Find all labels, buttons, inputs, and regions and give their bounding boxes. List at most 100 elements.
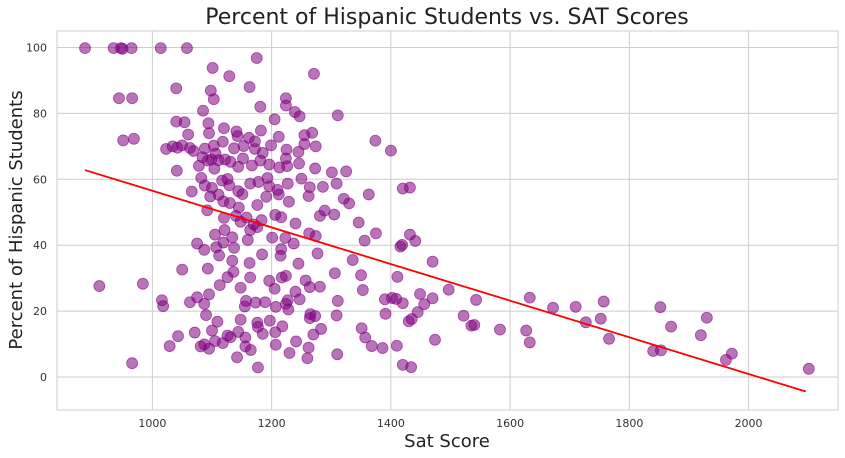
- data-point: [725, 347, 738, 360]
- data-point: [418, 298, 431, 311]
- data-point: [269, 326, 282, 339]
- data-point: [93, 280, 106, 292]
- y-tick-label: 100: [26, 41, 47, 54]
- data-point: [694, 329, 707, 342]
- data-point: [409, 235, 422, 247]
- data-point: [283, 195, 295, 208]
- data-point: [223, 179, 236, 192]
- data-point: [217, 236, 230, 249]
- data-point: [603, 332, 615, 345]
- data-point: [396, 297, 409, 310]
- data-point: [213, 279, 226, 291]
- data-point: [306, 126, 319, 139]
- data-point: [362, 188, 375, 201]
- data-point: [231, 351, 243, 364]
- data-point: [237, 140, 250, 152]
- data-point: [260, 190, 273, 203]
- data-point: [325, 166, 338, 179]
- data-point: [665, 320, 677, 333]
- data-point: [331, 295, 344, 307]
- data-point: [128, 132, 140, 145]
- data-point: [520, 324, 533, 337]
- data-point: [290, 335, 302, 348]
- data-point: [356, 284, 369, 296]
- data-point: [126, 92, 139, 105]
- data-point: [316, 180, 329, 193]
- data-point: [176, 263, 189, 276]
- data-point: [113, 92, 125, 105]
- data-point: [234, 281, 247, 294]
- data-point: [163, 340, 176, 352]
- data-point: [272, 130, 285, 143]
- data-point: [355, 269, 367, 282]
- data-point: [201, 262, 214, 275]
- data-point: [206, 324, 218, 337]
- data-point: [181, 42, 193, 55]
- data-point: [414, 288, 426, 300]
- data-point: [295, 172, 308, 185]
- data-point: [308, 67, 320, 80]
- data-point: [231, 130, 244, 143]
- data-point: [266, 231, 279, 244]
- data-point: [379, 307, 392, 320]
- data-point: [184, 296, 196, 309]
- data-point: [188, 326, 201, 339]
- data-point: [314, 280, 326, 293]
- data-point: [206, 62, 219, 74]
- data-point: [218, 224, 231, 236]
- data-point: [293, 157, 305, 170]
- y-tick-label: 80: [33, 107, 47, 120]
- data-point: [287, 237, 300, 250]
- data-point: [221, 329, 234, 342]
- data-point: [328, 208, 341, 221]
- data-point: [200, 309, 212, 321]
- data-point: [209, 228, 221, 241]
- data-point: [79, 42, 91, 55]
- data-point: [275, 211, 288, 224]
- data-point: [426, 292, 439, 305]
- y-tick-label: 40: [33, 239, 47, 252]
- data-point: [280, 269, 292, 282]
- data-point: [523, 291, 536, 304]
- data-point: [203, 127, 215, 140]
- data-point: [203, 288, 215, 301]
- data-point: [283, 347, 296, 359]
- data-point: [429, 333, 441, 346]
- data-point: [404, 181, 416, 194]
- data-point: [340, 165, 353, 178]
- data-point: [172, 330, 184, 343]
- x-tick-label: 1000: [138, 417, 166, 430]
- data-point: [256, 327, 269, 340]
- data-point: [228, 241, 240, 254]
- data-point: [309, 140, 322, 153]
- data-point: [470, 294, 483, 306]
- data-point: [594, 312, 607, 325]
- grid-lines: [57, 31, 838, 410]
- data-point: [243, 257, 256, 269]
- data-point: [157, 300, 170, 313]
- data-point: [185, 185, 198, 198]
- data-point: [468, 319, 481, 331]
- data-point: [237, 152, 249, 165]
- data-point: [402, 315, 415, 328]
- data-point: [302, 341, 315, 354]
- data-point: [370, 227, 382, 240]
- y-tick-label: 60: [33, 173, 47, 186]
- data-point: [216, 135, 229, 148]
- data-point: [226, 254, 239, 267]
- data-point: [309, 162, 322, 175]
- data-point: [359, 331, 372, 344]
- data-point: [390, 339, 403, 352]
- y-axis-label: Percent of Hispanic Students: [6, 90, 27, 349]
- data-point: [293, 293, 306, 306]
- data-point: [269, 338, 282, 351]
- data-point: [405, 361, 418, 374]
- data-point: [238, 300, 251, 313]
- data-point: [569, 300, 582, 313]
- data-point: [125, 42, 138, 55]
- data-point: [384, 144, 397, 157]
- data-point: [198, 243, 211, 256]
- data-point: [178, 116, 191, 129]
- data-point: [170, 164, 183, 177]
